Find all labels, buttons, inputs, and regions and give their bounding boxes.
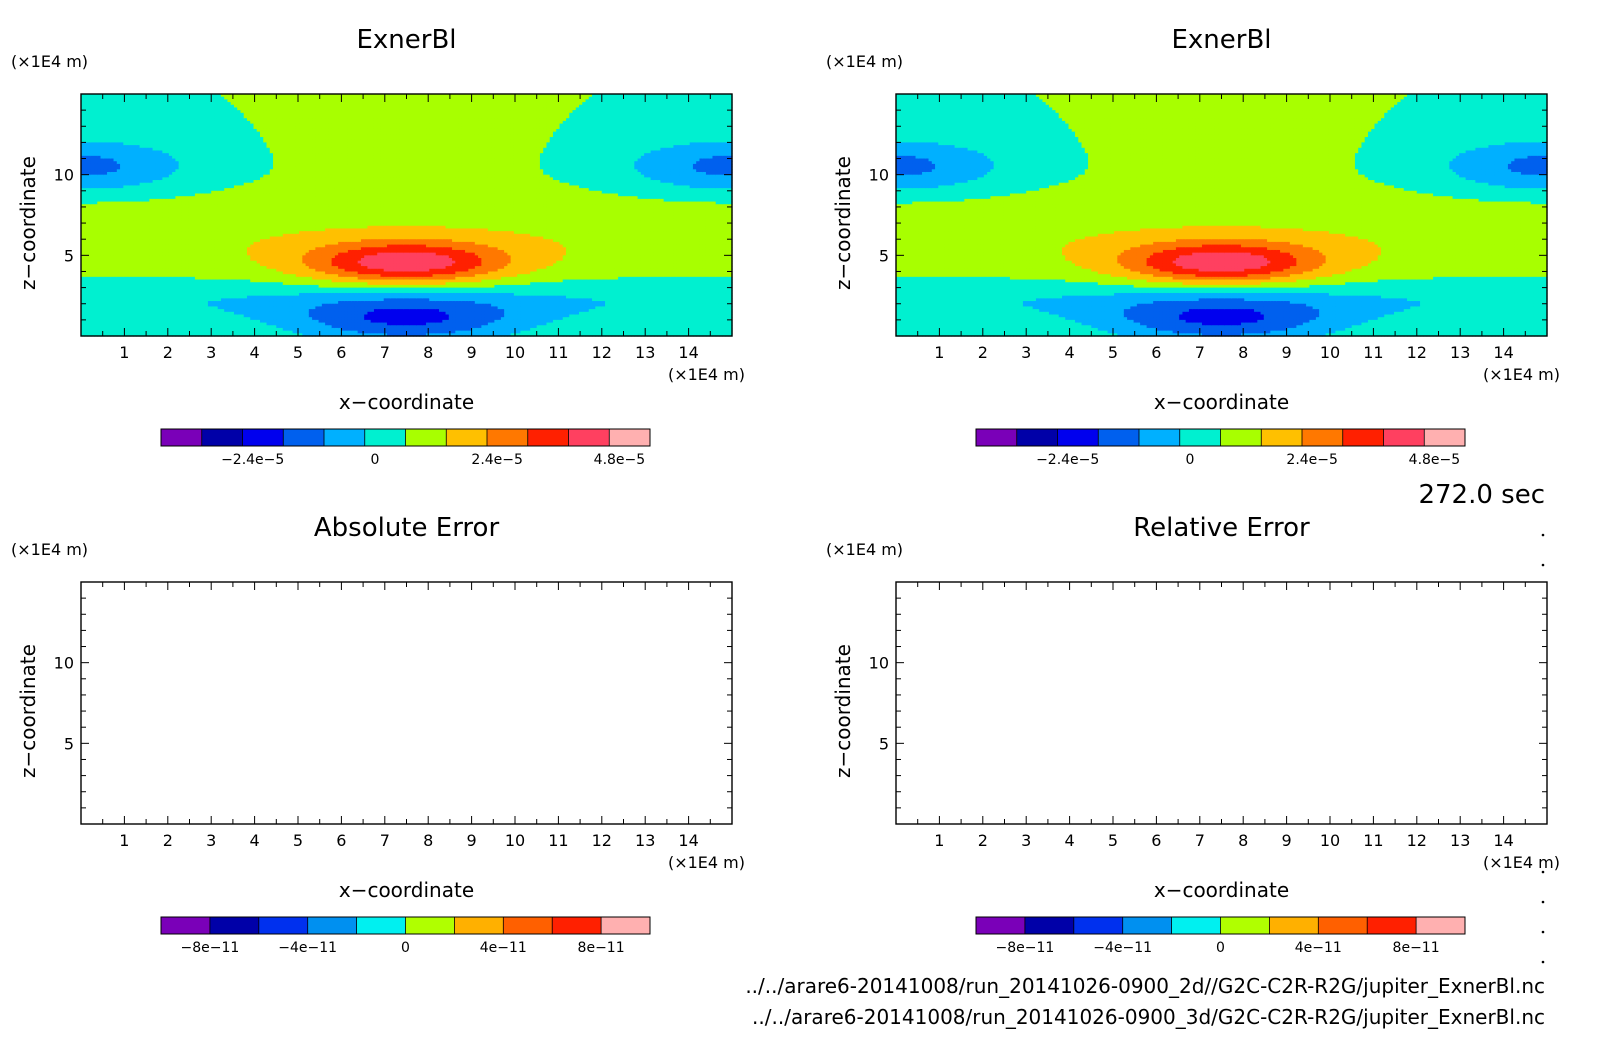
contour-field xyxy=(81,94,733,337)
y-unit-label: (×1E4 m) xyxy=(11,52,88,71)
panel-1: ExnerBl (×1E4 m) (×1E4 m) x−coordinate z−coo… xyxy=(11,25,745,468)
panels: ExnerBl (×1E4 m) (×1E4 m) x−coordinate z−coo… xyxy=(11,25,1560,956)
panel-title: ExnerBl xyxy=(356,25,456,55)
y-axis-label: z−coordinate xyxy=(16,156,40,290)
x-unit-label: (×1E4 m) xyxy=(668,365,745,384)
x-axis-label: x−coordinate xyxy=(339,390,474,414)
